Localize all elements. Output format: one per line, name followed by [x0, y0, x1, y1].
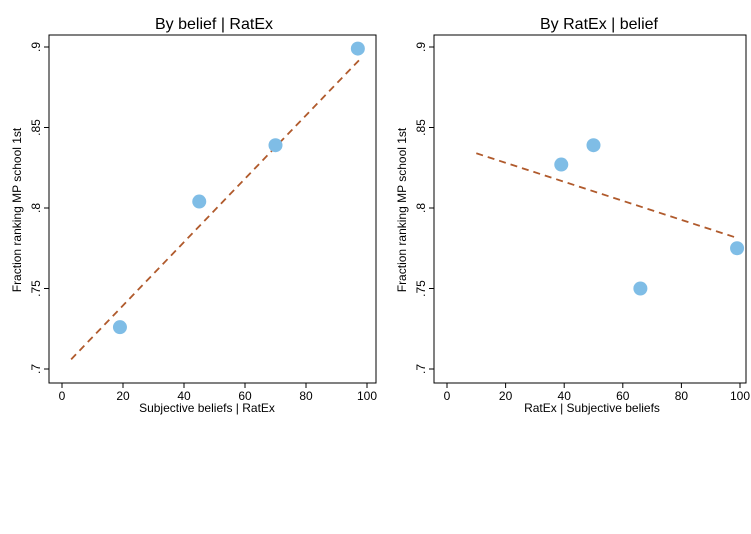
x-axis-label: Subjective beliefs | RatEx: [139, 401, 275, 415]
x-axis: 0 20 40 60 80 100: [444, 383, 750, 403]
x-tick-label: 20: [499, 389, 513, 403]
data-point: [730, 241, 745, 256]
data-point: [633, 281, 648, 296]
fit-line-layer: [476, 152, 735, 238]
x-tick-label: 80: [299, 389, 313, 403]
x-tick-label: 60: [238, 389, 252, 403]
data-point: [554, 157, 569, 172]
data-point: [586, 138, 601, 153]
plot-frame: [433, 34, 747, 384]
y-tick-label: .85: [29, 119, 43, 136]
points-layer: [112, 41, 365, 335]
data-point: [268, 138, 283, 153]
fit-line-layer: [70, 57, 362, 360]
y-axis-label: Fraction ranking MP school 1st: [10, 127, 24, 292]
chart-panel-right: By RatEx | belief 0 20 40 60 80 100 .7 .75 .8 .8…: [395, 16, 750, 415]
y-tick-label: .7: [29, 364, 43, 374]
points-layer: [554, 138, 745, 296]
y-tick-label: .9: [29, 42, 43, 52]
y-tick-label: .8: [414, 203, 428, 213]
y-tick-label: .85: [414, 119, 428, 136]
chart-title: By RatEx | belief: [540, 16, 659, 33]
data-point: [350, 41, 365, 56]
y-axis: .7 .75 .8 .85 .9: [29, 42, 49, 374]
y-axis-label: Fraction ranking MP school 1st: [395, 127, 409, 292]
plot-frame: [48, 34, 377, 384]
x-tick-label: 100: [357, 389, 377, 403]
x-axis-label: RatEx | Subjective beliefs: [524, 401, 660, 415]
y-tick-label: .75: [29, 280, 43, 297]
x-tick-label: 40: [558, 389, 572, 403]
data-point: [192, 194, 207, 209]
x-tick-label: 60: [616, 389, 630, 403]
x-tick-label: 0: [59, 389, 66, 403]
x-tick-label: 20: [116, 389, 130, 403]
y-tick-label: .8: [29, 203, 43, 213]
y-tick-label: .7: [414, 364, 428, 374]
chart-panel-left: By belief | RatEx 0 20 40 60 80 100 .7 .75 .8 .8…: [10, 16, 377, 415]
y-tick-label: .75: [414, 280, 428, 297]
x-tick-label: 40: [177, 389, 191, 403]
x-tick-label: 0: [444, 389, 451, 403]
fitted-line: [476, 152, 735, 238]
chart-title: By belief | RatEx: [155, 16, 273, 33]
x-axis: 0 20 40 60 80 100: [59, 383, 377, 403]
x-tick-label: 100: [730, 389, 750, 403]
y-tick-label: .9: [414, 42, 428, 52]
y-axis: .7 .75 .8 .85 .9: [414, 42, 434, 374]
fitted-line: [70, 57, 362, 360]
data-point: [112, 320, 127, 335]
x-tick-label: 80: [675, 389, 689, 403]
